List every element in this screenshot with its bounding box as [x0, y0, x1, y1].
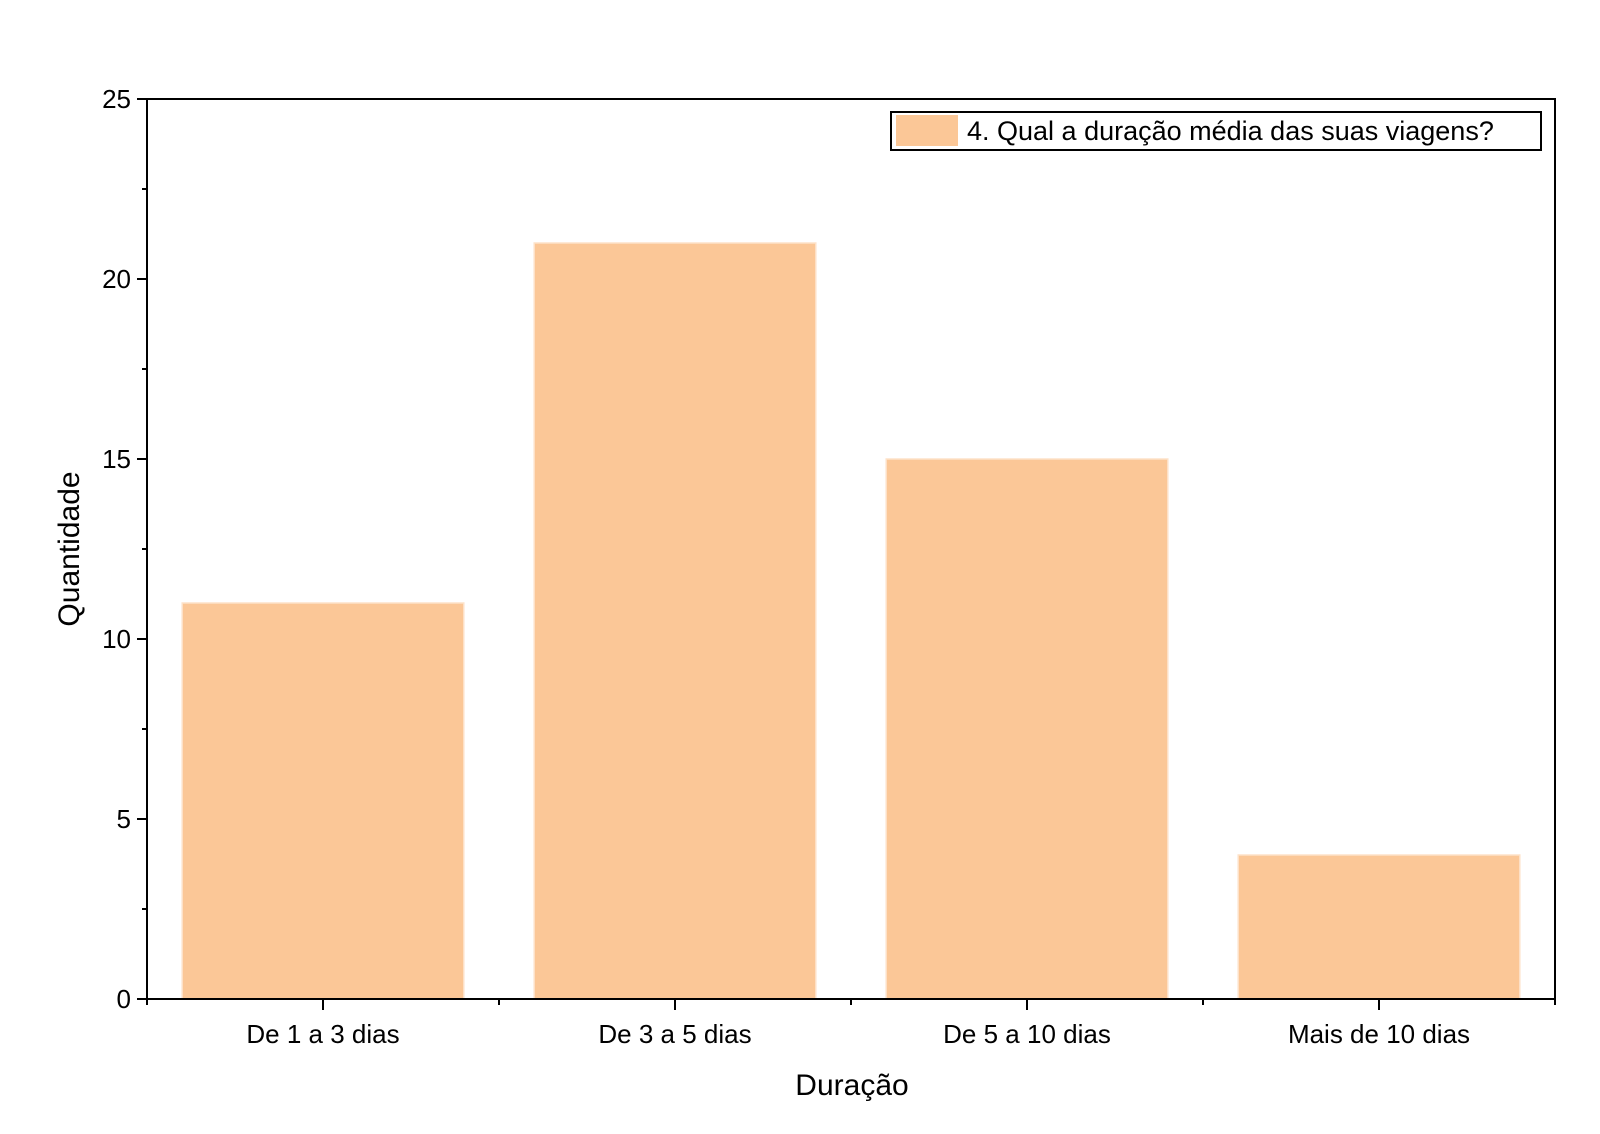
x-axis-title: Duração — [795, 1069, 908, 1102]
bar-3 — [1237, 854, 1521, 1000]
x-tick-label-0: De 1 a 3 dias — [246, 1019, 399, 1049]
y-tick-label-15: 15 — [102, 444, 131, 474]
bar-1 — [533, 242, 817, 1000]
y-tick-label-0: 0 — [117, 984, 131, 1014]
x-tick-label-1: De 3 a 5 dias — [598, 1019, 751, 1049]
x-axis: De 1 a 3 dias De 3 a 5 dias De 5 a 10 dias… — [146, 999, 1556, 1049]
bar-2 — [885, 458, 1169, 1000]
x-tick-label-2: De 5 a 10 dias — [943, 1019, 1111, 1049]
bars-group — [181, 242, 1521, 1000]
legend: 4. Qual a duração média das suas viagens… — [890, 111, 1542, 151]
legend-swatch — [896, 115, 958, 146]
x-tick-label-3: Mais de 10 dias — [1288, 1019, 1470, 1049]
y-axis-title: Quantidade — [53, 471, 86, 626]
y-tick-label-20: 20 — [102, 264, 131, 294]
y-tick-label-5: 5 — [117, 804, 131, 834]
y-tick-label-10: 10 — [102, 624, 131, 654]
y-tick-label-25: 25 — [102, 84, 131, 114]
y-axis: 0 5 10 15 20 25 — [102, 84, 147, 1014]
bar-0 — [181, 602, 465, 1000]
legend-label: 4. Qual a duração média das suas viagens… — [967, 116, 1494, 146]
legend-frame — [890, 111, 1542, 151]
